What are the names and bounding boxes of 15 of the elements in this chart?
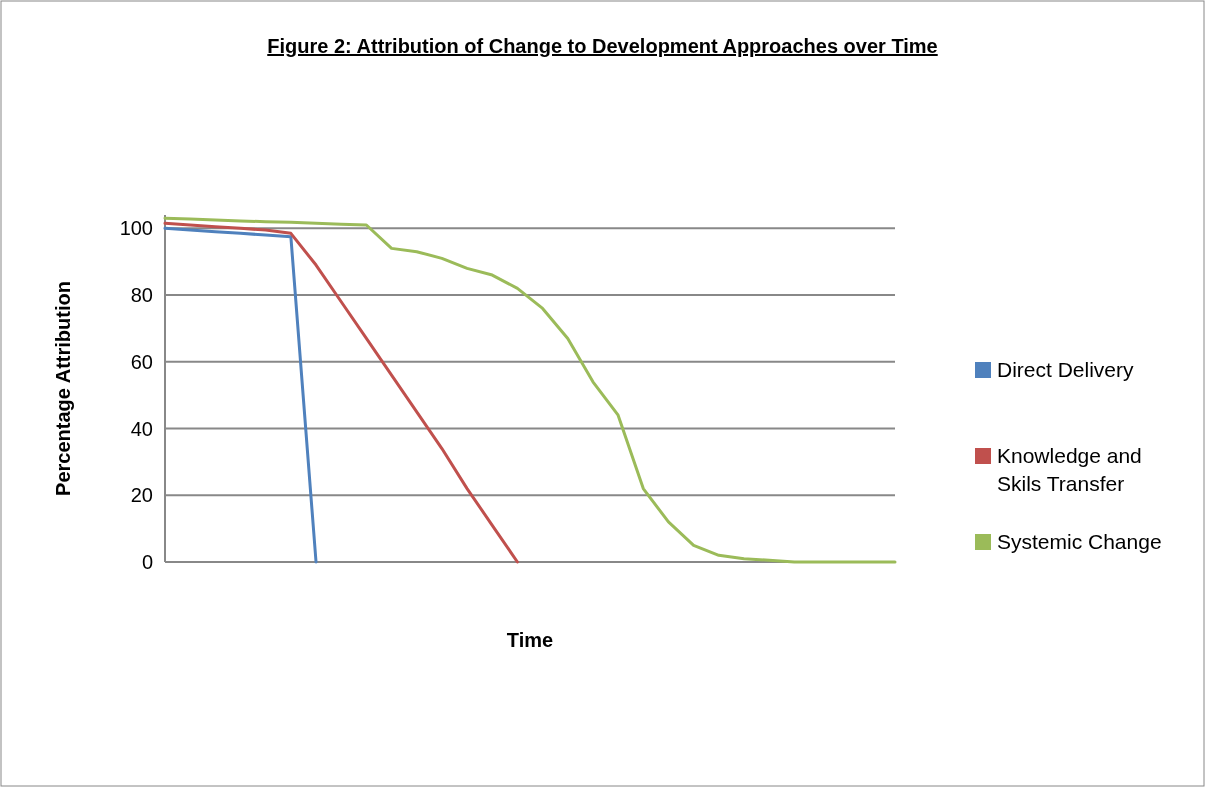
chart-title: Figure 2: Attribution of Change to Development Approaches over Time <box>267 35 938 57</box>
line-series <box>163 226 318 564</box>
y-tick-label: 0 <box>141 551 153 573</box>
legend-label: Systemic Change <box>997 530 1162 554</box>
line-series <box>163 221 519 564</box>
y-tick-label: 40 <box>130 417 153 440</box>
x-axis-title: Time <box>506 629 554 651</box>
y-tick-label: 100 <box>119 217 153 240</box>
y-tick-label: 80 <box>130 284 153 307</box>
y-tick-label: 20 <box>130 484 153 507</box>
legend-label: Direct Delivery <box>997 358 1135 382</box>
legend-label: Knowledge and Skils Transfer <box>997 444 1142 495</box>
y-axis-title: Percentage Attribution <box>52 281 74 496</box>
line-series <box>163 216 897 564</box>
y-tick-label: 60 <box>130 350 153 373</box>
